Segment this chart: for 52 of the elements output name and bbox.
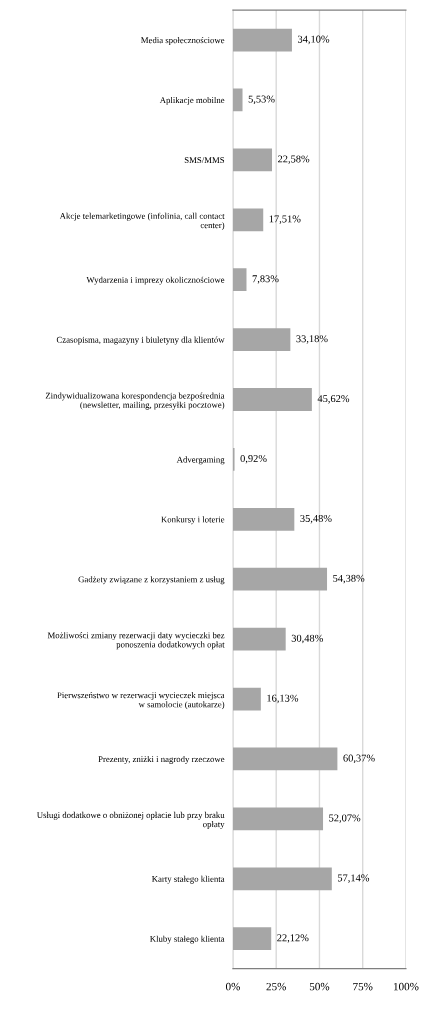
x-tick-label: 25% bbox=[266, 982, 286, 991]
bar bbox=[232, 747, 338, 771]
data-label: 16,13% bbox=[267, 694, 299, 704]
bar bbox=[232, 867, 332, 891]
y-tick-label: SMS/MMS bbox=[184, 157, 225, 163]
data-label: 52,07% bbox=[329, 814, 361, 823]
data-label: 45,62% bbox=[317, 395, 350, 404]
bar bbox=[232, 807, 324, 831]
y-tick-label: Możliwości zmiany rezerwacji daty wycieczki bez ponoszenia dodatkowych opłat bbox=[47, 632, 225, 650]
data-label: 57,14% bbox=[337, 874, 370, 883]
bar bbox=[232, 148, 273, 172]
data-label: 22,12% bbox=[277, 934, 309, 943]
y-tick-label: Pierwszeństwo w rezerwacji wycieczek miejsca w samolocie (autokarze) bbox=[57, 692, 225, 710]
data-label: 17,51% bbox=[269, 215, 301, 224]
y-tick-label: Prezenty, zniżki i nagrody rzeczowe bbox=[98, 755, 225, 764]
bar bbox=[232, 507, 295, 531]
bar bbox=[232, 687, 261, 711]
bar bbox=[232, 328, 291, 351]
x-tick-label: 75% bbox=[353, 982, 373, 991]
data-label: 34,10% bbox=[298, 35, 330, 45]
y-tick-label: Aplikacje mobilne bbox=[159, 96, 225, 105]
data-label: 35,48% bbox=[300, 514, 332, 524]
data-label: 5,53% bbox=[248, 95, 275, 105]
y-tick-label: Usługi dodatkowe o obniżonej opłacie lub przy braku opłaty bbox=[36, 811, 225, 829]
data-label: 60,37% bbox=[343, 754, 375, 764]
data-label: 22,58% bbox=[278, 155, 310, 164]
y-tick-label: Zindywidualizowana korespondencja bezpośrednia (newsletter, mailing, przesyłki pocztowe) bbox=[45, 392, 225, 410]
bar bbox=[232, 388, 312, 411]
data-label: 7,83% bbox=[252, 275, 279, 284]
data-label: 0,92% bbox=[240, 454, 267, 464]
bar bbox=[232, 28, 292, 52]
data-label: 33,18% bbox=[296, 335, 328, 344]
y-tick-label: Kluby stałego klienta bbox=[150, 935, 225, 944]
x-tick-label: 0% bbox=[225, 982, 240, 991]
bar bbox=[232, 627, 286, 651]
bar bbox=[232, 268, 247, 292]
bar bbox=[232, 208, 264, 232]
y-tick-label: Media społecznościowe bbox=[141, 37, 225, 45]
y-tick-label: Akcje telemarketingowe (infolinia, call contact center) bbox=[59, 212, 225, 230]
y-tick-label: Advergaming bbox=[176, 456, 225, 465]
y-tick-label: Czasopisma, magazyny i biuletyny dla klientów bbox=[56, 336, 225, 345]
x-tick-label: 100% bbox=[393, 982, 419, 991]
data-label: 54,38% bbox=[333, 574, 365, 584]
x-tick-label: 50% bbox=[309, 982, 330, 991]
y-tick-label: Wydarzenia i imprezy okolicznościowe bbox=[86, 276, 225, 285]
bar bbox=[232, 567, 328, 591]
bar bbox=[232, 927, 272, 951]
y-tick-label: Karty stałego klienta bbox=[151, 875, 225, 884]
bar bbox=[232, 88, 243, 112]
y-tick-label: Gadżety związane z korzystaniem z usług bbox=[78, 576, 225, 585]
y-tick-label: Konkursy i loterie bbox=[161, 516, 225, 525]
data-label: 30,48% bbox=[291, 634, 323, 644]
